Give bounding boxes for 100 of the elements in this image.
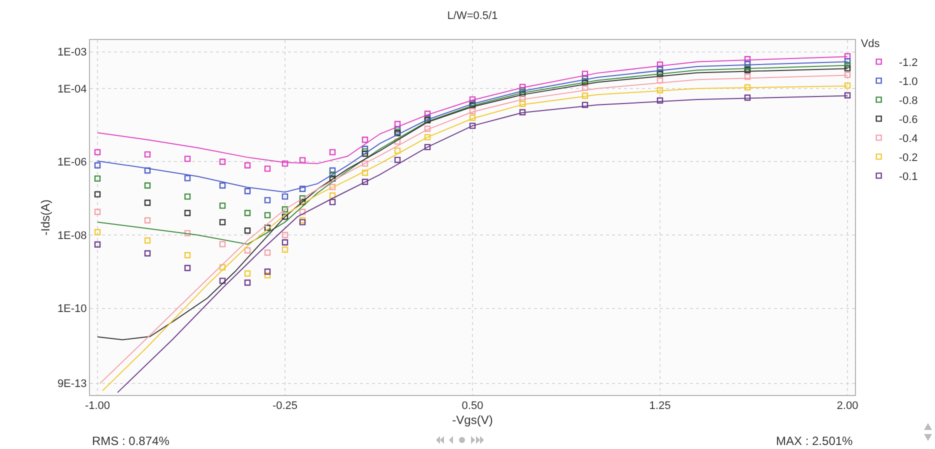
point	[282, 232, 288, 238]
point	[329, 149, 336, 156]
point	[184, 230, 191, 236]
y-tick-label: 1E-10	[57, 303, 87, 316]
point	[582, 102, 588, 108]
point	[744, 67, 751, 74]
point	[264, 166, 271, 172]
point	[744, 60, 751, 67]
point	[844, 62, 851, 68]
point	[299, 186, 306, 192]
point	[94, 208, 101, 216]
point	[264, 224, 271, 231]
point	[362, 148, 368, 155]
chart-title: L/W=0.5/1	[447, 10, 498, 22]
point	[244, 270, 251, 277]
point	[329, 184, 336, 190]
x-axis-title: -Vgs(V)	[452, 413, 493, 428]
point	[424, 126, 431, 132]
point	[582, 84, 588, 91]
x-tick-label: 1.25	[649, 400, 671, 412]
point	[219, 202, 226, 209]
point	[264, 268, 271, 275]
x-tick-label: 0.50	[462, 400, 484, 412]
point	[184, 193, 191, 200]
legend-label: -0.2	[898, 152, 918, 164]
point	[264, 197, 271, 204]
x-tick-label: -0.25	[272, 400, 298, 412]
point	[744, 84, 751, 90]
point	[656, 97, 664, 104]
point	[329, 167, 336, 174]
point	[424, 134, 431, 140]
point	[264, 250, 271, 256]
point	[144, 237, 151, 244]
point	[844, 92, 851, 98]
point	[656, 77, 664, 84]
point	[362, 160, 368, 167]
point	[656, 62, 664, 68]
point	[282, 246, 288, 253]
point	[94, 229, 101, 236]
point	[844, 65, 851, 72]
point	[582, 92, 588, 99]
point	[469, 108, 476, 114]
point	[844, 53, 851, 60]
point	[264, 212, 271, 218]
legend-label: -1.2	[898, 56, 918, 69]
point	[844, 58, 851, 64]
point	[144, 217, 151, 224]
point	[184, 156, 191, 162]
y-tick-label: 1E-08	[57, 230, 87, 242]
point	[94, 191, 101, 198]
legend-label: -1.0	[898, 76, 918, 88]
point	[362, 170, 368, 176]
point	[424, 110, 431, 117]
point	[264, 272, 271, 278]
point	[94, 162, 101, 168]
point	[282, 214, 288, 220]
point	[656, 66, 664, 72]
point	[329, 175, 336, 182]
point	[219, 264, 226, 270]
point	[282, 239, 288, 246]
point	[329, 198, 336, 206]
point	[519, 100, 526, 107]
legend-label: -0.1	[898, 170, 918, 183]
point	[144, 182, 151, 189]
point	[299, 157, 306, 164]
point	[94, 149, 101, 156]
point	[744, 56, 751, 62]
y-tick-label: 9E-13	[57, 378, 87, 390]
point	[219, 219, 226, 226]
point	[299, 208, 306, 216]
point	[144, 151, 151, 158]
point	[94, 241, 101, 248]
point	[519, 109, 526, 116]
point	[219, 182, 226, 189]
point	[394, 126, 401, 133]
point	[329, 192, 336, 199]
text: MAX : 2.501%	[776, 434, 854, 448]
point	[844, 82, 851, 89]
text: RMS : 0.874%	[92, 434, 170, 448]
point	[424, 144, 431, 150]
point	[282, 160, 288, 167]
point	[394, 148, 401, 154]
point	[244, 210, 251, 216]
point	[844, 72, 851, 78]
point	[744, 74, 751, 80]
point	[244, 227, 251, 234]
y-tick-label: 1E-06	[57, 156, 87, 169]
point	[219, 158, 226, 165]
legend-label: -0.8	[898, 94, 918, 107]
point	[244, 280, 251, 286]
x-tick-label: -1.00	[84, 400, 110, 412]
y-tick-label: 1E-03	[57, 46, 87, 59]
point	[469, 96, 476, 103]
point	[469, 114, 476, 121]
legend-label: -0.4	[898, 132, 918, 145]
point	[184, 210, 191, 216]
point	[244, 188, 251, 194]
y-tick-label: 1E-04	[57, 83, 87, 96]
point	[469, 122, 476, 129]
point	[394, 156, 401, 164]
